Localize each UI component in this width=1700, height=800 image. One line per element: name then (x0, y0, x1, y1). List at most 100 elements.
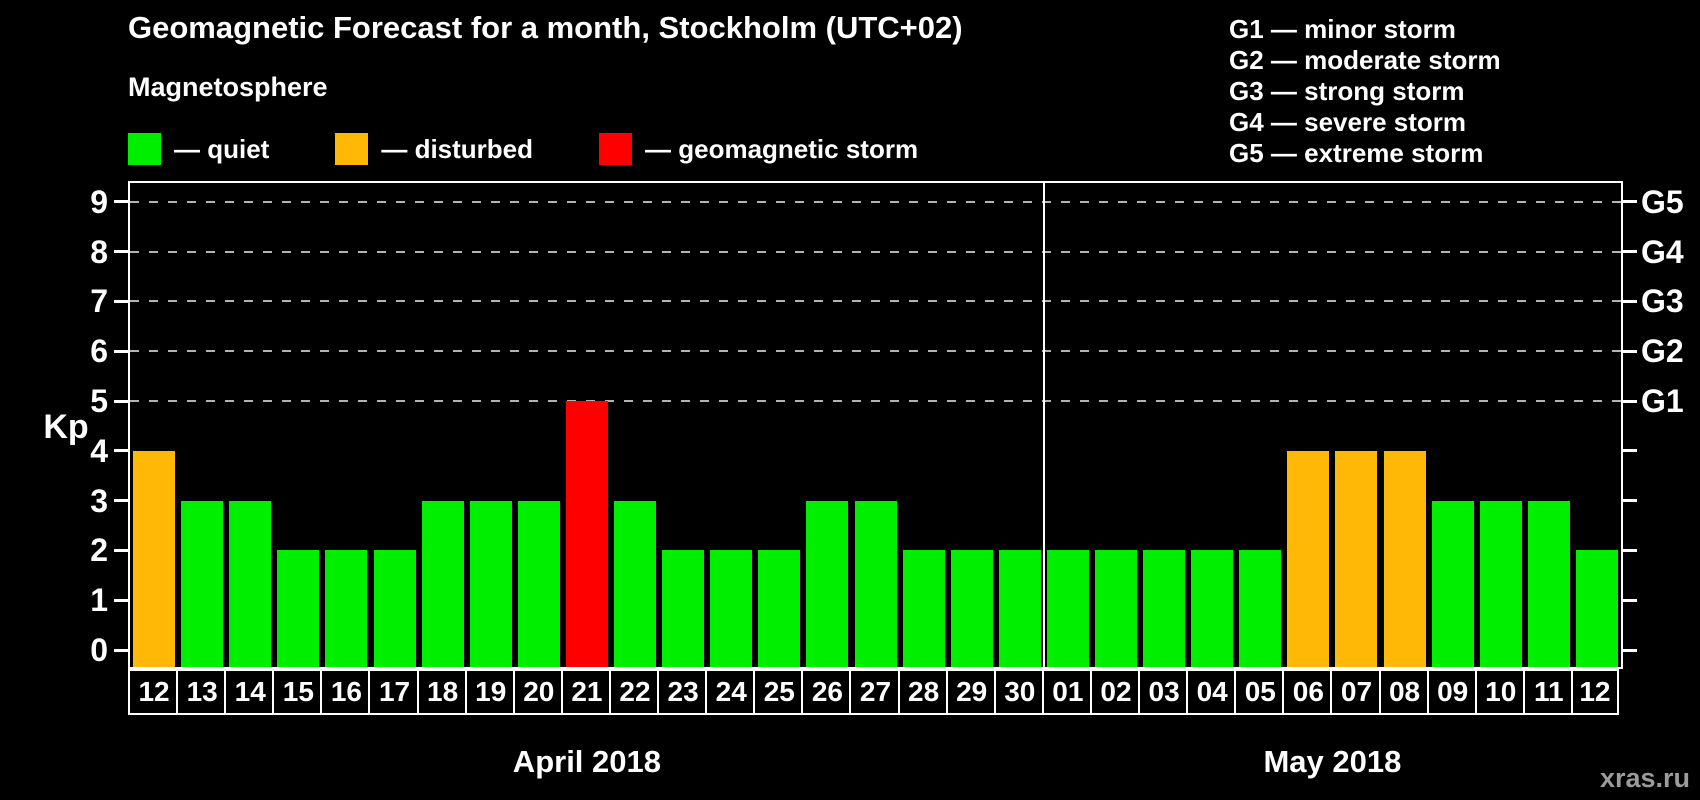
kp-bar-09-quiet (1431, 500, 1474, 667)
month-label-april: April 2018 (512, 744, 662, 779)
date-cell-03: 03 (1138, 669, 1189, 715)
left-axis-tick-4 (114, 449, 128, 453)
kp-bar-12-quiet (1575, 550, 1618, 667)
kp-bar-30-quiet (998, 550, 1041, 667)
y-axis-label-3: 3 (90, 482, 108, 519)
right-axis-tick-7 (1623, 299, 1637, 303)
storm-color-swatch (599, 133, 633, 165)
legend-item-storm: — geomagnetic storm (599, 133, 918, 165)
kp-bar-05-quiet (1239, 550, 1282, 667)
legend-label-disturbed: — disturbed (381, 133, 534, 164)
magnetosphere-legend: — quiet — disturbed — geomagnetic storm (128, 133, 918, 165)
date-cell-05: 05 (1234, 669, 1285, 715)
date-cell-07: 07 (1330, 669, 1381, 715)
gridline-kp-8 (130, 250, 1621, 253)
chart-title: Geomagnetic Forecast for a month, Stockh… (128, 10, 963, 45)
date-cell-10: 10 (1474, 669, 1525, 715)
g-axis-label-g4: G4 (1641, 233, 1684, 270)
kp-bar-07-disturbed (1335, 450, 1378, 667)
legend-label-storm: — geomagnetic storm (645, 133, 919, 164)
date-cell-06: 06 (1282, 669, 1333, 715)
y-axis-title-kp: Kp (43, 408, 89, 446)
date-cell-17: 17 (368, 669, 419, 715)
g-legend-line-g1: G1 — minor storm (1229, 14, 1456, 44)
left-axis-tick-5 (114, 399, 128, 403)
kp-bar-06-disturbed (1287, 450, 1330, 667)
g-axis-label-g1: G1 (1641, 383, 1684, 419)
right-axis-tick-2 (1623, 548, 1637, 552)
g-axis-label-g5: G5 (1641, 183, 1684, 220)
month-divider (1042, 183, 1045, 667)
gridline-kp-5 (130, 400, 1621, 402)
kp-bar-10-quiet (1479, 500, 1522, 667)
date-cell-26: 26 (801, 669, 852, 715)
date-cell-11: 11 (1522, 669, 1573, 715)
date-cell-20: 20 (512, 669, 563, 715)
g-legend-line-g4: G4 — severe storm (1229, 107, 1467, 137)
kp-bar-25-quiet (758, 550, 801, 667)
date-cell-25: 25 (753, 669, 804, 715)
right-axis-tick-4 (1623, 449, 1637, 453)
date-cell-24: 24 (705, 669, 756, 715)
right-axis-tick-8 (1623, 250, 1637, 254)
left-axis-tick-7 (114, 299, 128, 303)
date-cell-15: 15 (272, 669, 323, 715)
date-cell-23: 23 (657, 669, 708, 715)
kp-bar-21-storm (565, 401, 608, 667)
gridline-kp-7 (130, 300, 1621, 303)
date-cell-18: 18 (416, 669, 467, 715)
g-axis-label-g3: G3 (1641, 283, 1684, 320)
y-axis-label-0: 0 (90, 632, 108, 668)
y-axis-label-4: 4 (90, 432, 108, 469)
date-cell-01: 01 (1041, 669, 1092, 715)
right-axis-tick-9 (1623, 200, 1637, 204)
kp-bar-18-quiet (421, 500, 464, 667)
g-scale-legend: G1 — minor storm G2 — moderate storm G3 … (1229, 14, 1501, 169)
date-cell-21: 21 (560, 669, 611, 715)
y-axis-label-5: 5 (90, 383, 108, 419)
right-axis-tick-6 (1623, 349, 1637, 353)
kp-bar-01-quiet (1046, 550, 1089, 667)
left-axis-tick-9 (114, 200, 128, 204)
kp-bar-04-quiet (1191, 550, 1234, 667)
left-axis-tick-1 (114, 598, 128, 602)
left-axis-tick-2 (114, 548, 128, 552)
month-label-may: May 2018 (1263, 744, 1402, 779)
chart-subtitle: Magnetosphere (128, 72, 328, 102)
gridline-kp-9 (130, 200, 1621, 203)
date-cell-19: 19 (464, 669, 515, 715)
left-axis-tick-3 (114, 499, 128, 503)
quiet-color-swatch (128, 133, 161, 165)
y-axis-label-2: 2 (90, 532, 108, 569)
right-axis-tick-1 (1623, 598, 1637, 602)
kp-bar-17-quiet (373, 550, 416, 667)
date-cell-12: 12 (128, 669, 179, 715)
kp-bar-23-quiet (662, 550, 705, 667)
date-cell-30: 30 (993, 669, 1044, 715)
right-axis-tick-0 (1623, 648, 1637, 652)
kp-bar-19-quiet (469, 500, 512, 667)
watermark: xras.ru (1599, 763, 1690, 793)
date-cell-08: 08 (1378, 669, 1429, 715)
g-axis-label-g2: G2 (1641, 333, 1684, 370)
kp-bar-14-quiet (229, 500, 272, 667)
kp-bar-11-quiet (1527, 500, 1570, 667)
g-legend-line-g5: G5 — extreme storm (1229, 138, 1484, 168)
date-cell-14: 14 (224, 669, 275, 715)
g-legend-line-g2: G2 — moderate storm (1229, 45, 1501, 75)
date-cell-27: 27 (849, 669, 900, 715)
kp-bar-26-quiet (806, 500, 849, 667)
kp-bar-02-quiet (1094, 550, 1137, 667)
gridline-kp-6 (130, 350, 1621, 353)
kp-bar-13-quiet (181, 500, 224, 667)
legend-item-quiet: — quiet (128, 133, 269, 165)
kp-bar-03-quiet (1143, 550, 1186, 667)
kp-bar-24-quiet (710, 550, 753, 667)
y-axis-label-6: 6 (90, 333, 108, 370)
right-axis-tick-5 (1623, 399, 1637, 403)
kp-bar-08-disturbed (1383, 450, 1426, 667)
left-axis-tick-0 (114, 648, 128, 652)
y-axis-label-7: 7 (90, 283, 108, 320)
kp-bar-20-quiet (517, 500, 560, 667)
